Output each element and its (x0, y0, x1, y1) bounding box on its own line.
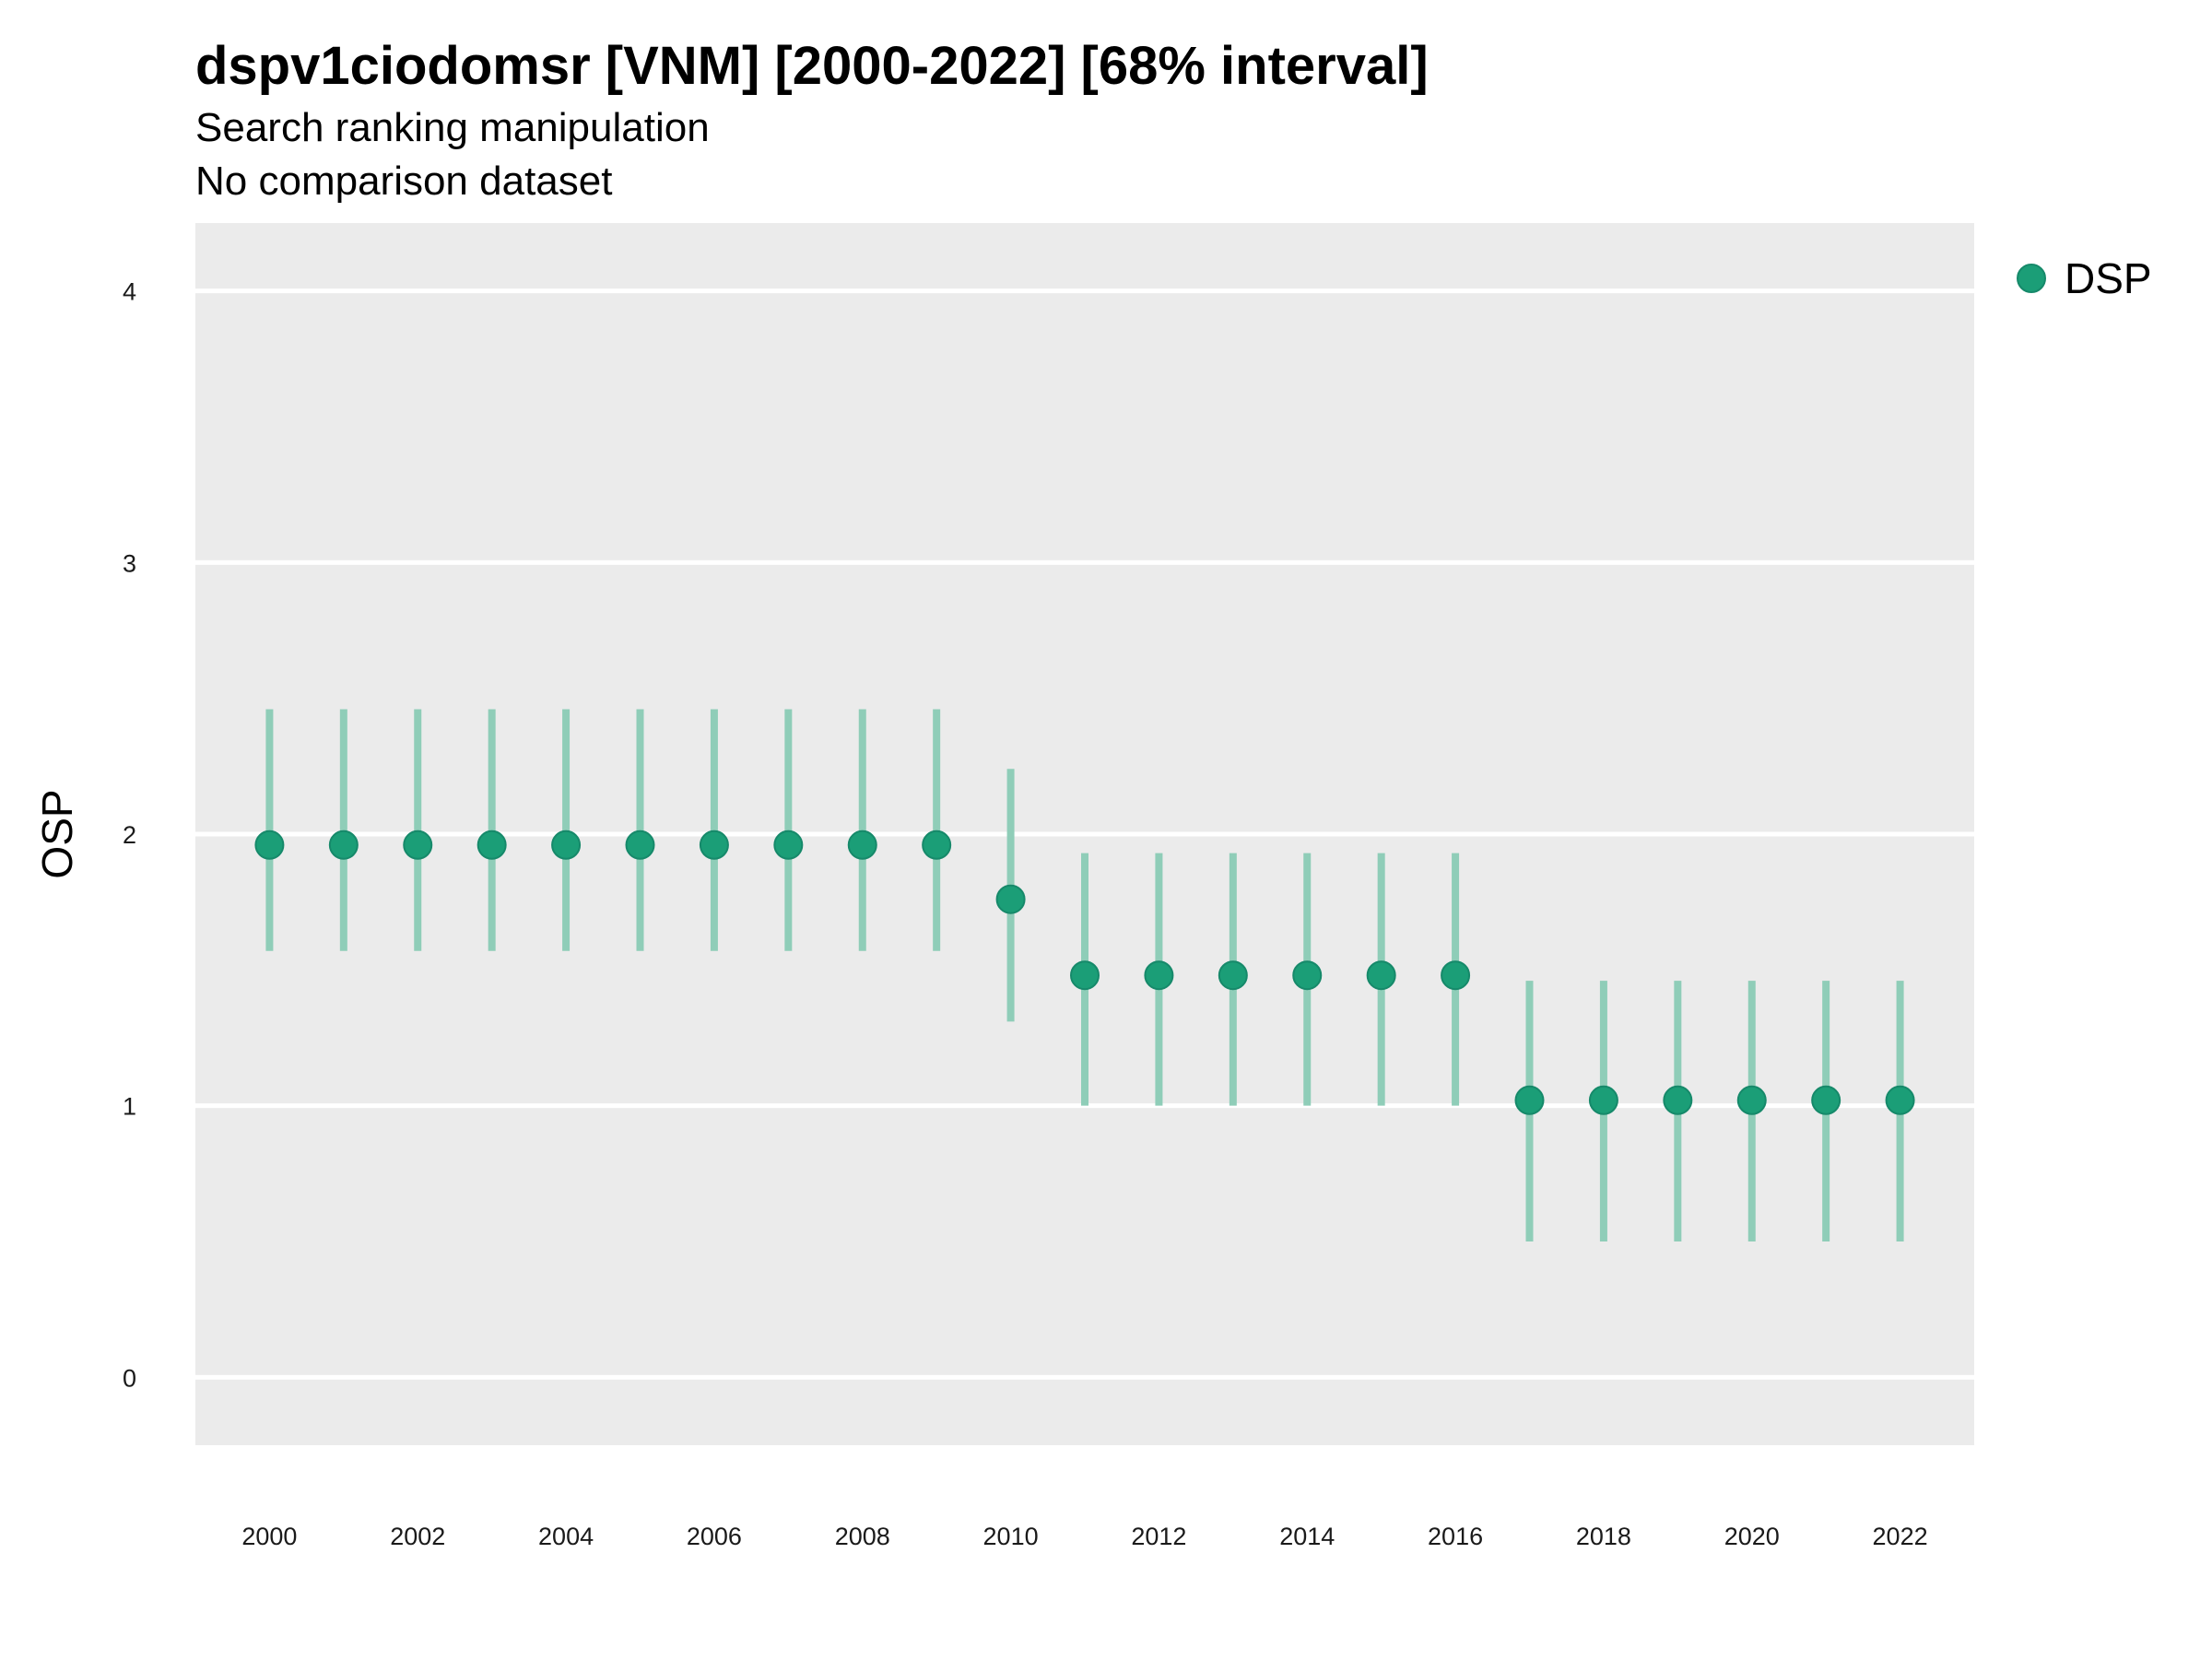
point-2003 (477, 830, 507, 860)
y-axis-title: OSP (33, 789, 81, 878)
x-tick-label-2006: 2006 (687, 1523, 742, 1550)
point-2021 (1811, 1085, 1841, 1115)
point-2017 (1514, 1085, 1545, 1115)
x-tick-label-2020: 2020 (1724, 1523, 1780, 1550)
point-2006 (699, 830, 729, 860)
data-points (254, 830, 1915, 1115)
point-2007 (773, 830, 804, 860)
point-2011 (1070, 960, 1100, 991)
point-2008 (847, 830, 877, 860)
legend: DSP (2017, 254, 2152, 302)
point-2018 (1588, 1085, 1618, 1115)
y-tick-label-3: 3 (123, 549, 136, 577)
point-2002 (403, 830, 433, 860)
point-2015 (1366, 960, 1396, 991)
x-tick-label-2014: 2014 (1279, 1523, 1335, 1550)
point-2000 (254, 830, 285, 860)
x-tick-label-2018: 2018 (1576, 1523, 1631, 1550)
y-tick-label-4: 4 (123, 278, 136, 306)
x-axis-ticks: 2000 2002 2004 2006 2008 2010 2012 2014 2016 2018… (241, 1523, 1927, 1550)
point-2010 (995, 884, 1026, 914)
point-2004 (551, 830, 582, 860)
x-tick-label-2000: 2000 (241, 1523, 297, 1550)
x-tick-label-2010: 2010 (983, 1523, 1039, 1550)
point-2001 (328, 830, 359, 860)
chart-subtitle: Search ranking manipulation (195, 105, 710, 150)
y-tick-label-2: 2 (123, 821, 136, 849)
x-tick-label-2008: 2008 (835, 1523, 890, 1550)
x-tick-label-2004: 2004 (538, 1523, 594, 1550)
chart-subtitle-secondary: No comparison dataset (195, 159, 613, 204)
point-2013 (1218, 960, 1248, 991)
point-2012 (1144, 960, 1174, 991)
point-2020 (1736, 1085, 1767, 1115)
y-axis-ticks: 0 1 2 3 4 (123, 278, 136, 1393)
chart-title: dspv1ciodomsr [VNM] [2000-2022] [68% int… (195, 36, 1429, 96)
point-2016 (1441, 960, 1471, 991)
x-tick-label-2022: 2022 (1873, 1523, 1928, 1550)
y-tick-label-1: 1 (123, 1093, 136, 1121)
y-tick-label-0: 0 (123, 1364, 136, 1392)
legend-key-dsp (2017, 264, 2046, 293)
legend-label-dsp: DSP (2065, 254, 2152, 302)
point-2009 (922, 830, 952, 860)
point-2022 (1885, 1085, 1915, 1115)
point-2005 (625, 830, 655, 860)
x-tick-label-2016: 2016 (1428, 1523, 1483, 1550)
point-2019 (1663, 1085, 1693, 1115)
x-tick-label-2012: 2012 (1131, 1523, 1186, 1550)
x-tick-label-2002: 2002 (390, 1523, 445, 1550)
point-2014 (1292, 960, 1323, 991)
